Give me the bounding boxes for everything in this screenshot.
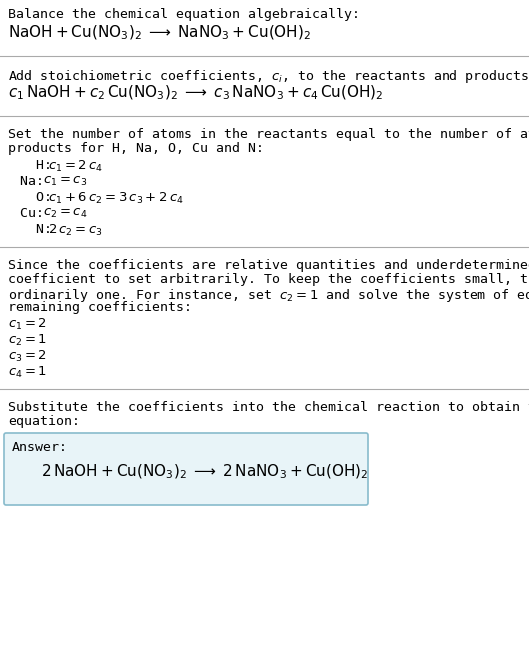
Text: Cu:: Cu:: [20, 207, 52, 220]
Text: equation:: equation:: [8, 415, 80, 428]
Text: Add stoichiometric coefficients, $c_i$, to the reactants and products:: Add stoichiometric coefficients, $c_i$, …: [8, 68, 529, 85]
Text: Substitute the coefficients into the chemical reaction to obtain the balanced: Substitute the coefficients into the che…: [8, 401, 529, 414]
FancyBboxPatch shape: [4, 433, 368, 505]
Text: Na:: Na:: [20, 175, 52, 188]
Text: N:: N:: [20, 223, 60, 236]
Text: coefficient to set arbitrarily. To keep the coefficients small, the arbitrary va: coefficient to set arbitrarily. To keep …: [8, 273, 529, 286]
Text: $c_1 = c_3$: $c_1 = c_3$: [43, 175, 87, 188]
Text: $c_1 = 2$: $c_1 = 2$: [8, 317, 47, 332]
Text: $c_1 = 2\,c_4$: $c_1 = 2\,c_4$: [49, 159, 104, 174]
Text: $\mathrm{NaOH} + \mathrm{Cu(NO_3)_2} \; \longrightarrow \; \mathrm{NaNO_3} + \ma: $\mathrm{NaOH} + \mathrm{Cu(NO_3)_2} \; …: [8, 24, 311, 43]
Text: $c_3 = 2$: $c_3 = 2$: [8, 349, 47, 364]
Text: remaining coefficients:: remaining coefficients:: [8, 301, 192, 314]
Text: $c_2 = 1$: $c_2 = 1$: [8, 333, 47, 348]
Text: Set the number of atoms in the reactants equal to the number of atoms in the: Set the number of atoms in the reactants…: [8, 128, 529, 141]
Text: $2\,\mathrm{NaOH} + \mathrm{Cu(NO_3)_2} \; \longrightarrow \; 2\,\mathrm{NaNO_3}: $2\,\mathrm{NaOH} + \mathrm{Cu(NO_3)_2} …: [41, 463, 369, 481]
Text: $c_1 + 6\,c_2 = 3\,c_3 + 2\,c_4$: $c_1 + 6\,c_2 = 3\,c_3 + 2\,c_4$: [49, 191, 184, 206]
Text: $c_4 = 1$: $c_4 = 1$: [8, 365, 47, 380]
Text: ordinarily one. For instance, set $c_2 = 1$ and solve the system of equations fo: ordinarily one. For instance, set $c_2 =…: [8, 287, 529, 304]
Text: $2\,c_2 = c_3$: $2\,c_2 = c_3$: [49, 223, 103, 238]
Text: Since the coefficients are relative quantities and underdetermined, choose a: Since the coefficients are relative quan…: [8, 259, 529, 272]
Text: $c_1\, \mathrm{NaOH} + c_2\, \mathrm{Cu(NO_3)_2} \; \longrightarrow \; c_3\, \ma: $c_1\, \mathrm{NaOH} + c_2\, \mathrm{Cu(…: [8, 84, 384, 102]
Text: $c_2 = c_4$: $c_2 = c_4$: [43, 207, 87, 220]
Text: Answer:: Answer:: [12, 441, 68, 454]
Text: products for H, Na, O, Cu and N:: products for H, Na, O, Cu and N:: [8, 142, 264, 155]
Text: O:: O:: [20, 191, 60, 204]
Text: Balance the chemical equation algebraically:: Balance the chemical equation algebraica…: [8, 8, 360, 21]
Text: H:: H:: [20, 159, 60, 172]
